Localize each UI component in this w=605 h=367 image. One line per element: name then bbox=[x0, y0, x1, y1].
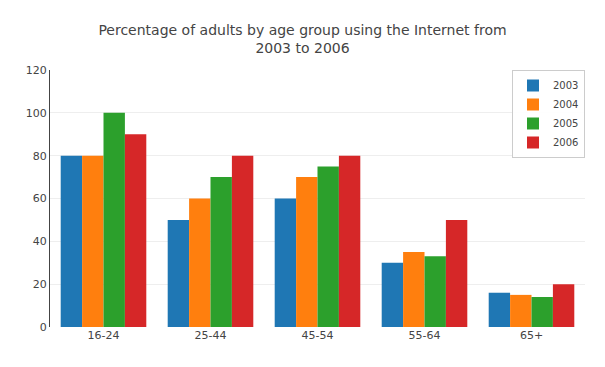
svg-text:2006: 2006 bbox=[553, 137, 578, 148]
svg-text:0: 0 bbox=[40, 321, 47, 334]
svg-text:60: 60 bbox=[33, 192, 47, 205]
svg-text:20: 20 bbox=[33, 278, 47, 291]
svg-text:40: 40 bbox=[33, 235, 47, 248]
svg-text:120: 120 bbox=[26, 64, 47, 77]
svg-text:2005: 2005 bbox=[553, 118, 578, 129]
svg-text:45-54: 45-54 bbox=[302, 329, 334, 342]
svg-text:100: 100 bbox=[26, 107, 47, 120]
svg-text:25-44: 25-44 bbox=[195, 329, 227, 342]
svg-text:65+: 65+ bbox=[520, 329, 543, 342]
svg-text:2004: 2004 bbox=[553, 99, 578, 110]
svg-text:2003: 2003 bbox=[553, 80, 578, 91]
svg-text:80: 80 bbox=[33, 150, 47, 163]
svg-text:16-24: 16-24 bbox=[88, 329, 120, 342]
svg-text:Percentage of adults by age gr: Percentage of adults by age group using … bbox=[98, 22, 506, 56]
svg-text:55-64: 55-64 bbox=[409, 329, 441, 342]
